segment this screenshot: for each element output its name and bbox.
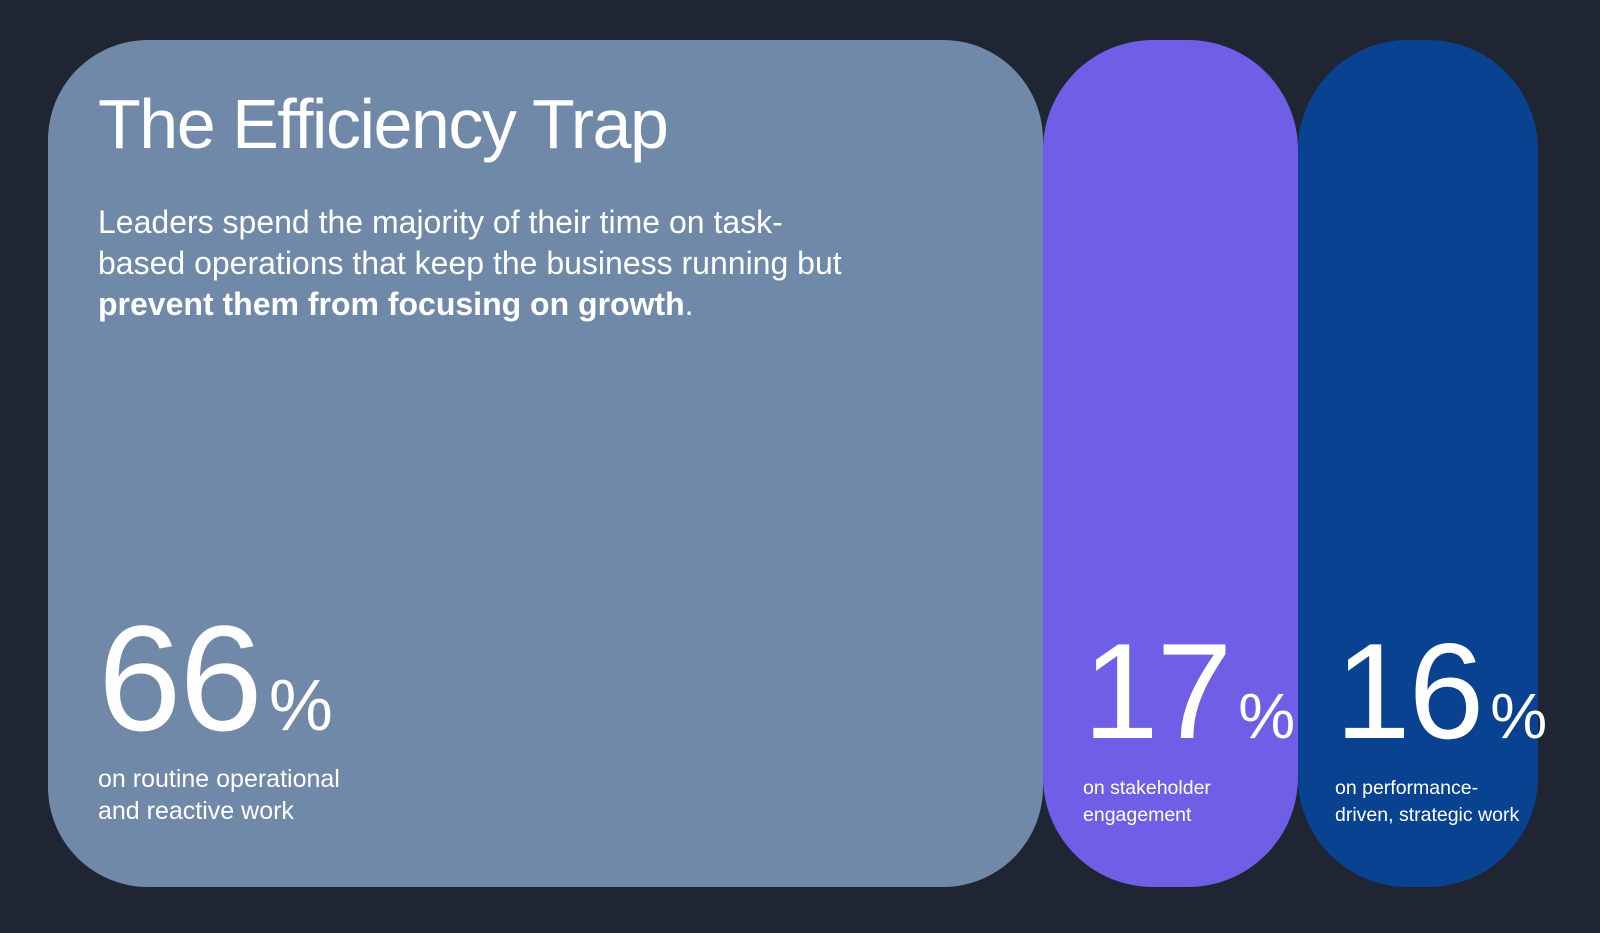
intro-paragraph: Leaders spend the majority of their time… — [98, 202, 918, 325]
percent-sign: % — [268, 666, 333, 746]
stat-label: on performance- driven, strategic work — [1335, 775, 1547, 829]
card-stakeholder-engagement: 17 % on stakeholder engagement — [1043, 40, 1298, 887]
stat-value-16: 16 % — [1335, 615, 1548, 767]
intro-line-1: Leaders spend the majority of their time… — [98, 203, 783, 240]
stat-number-text: 17 — [1083, 615, 1232, 767]
stat-label-line-1: on routine operational — [98, 765, 340, 793]
stat-label: on routine operational and reactive work — [98, 763, 340, 827]
stat-value-66: 66 % — [98, 594, 340, 762]
stat-label-line-2: and reactive work — [98, 797, 294, 825]
stat-label-line-1: on performance- — [1335, 777, 1479, 799]
stat-number-text: 16 — [1335, 615, 1484, 767]
card-routine-operational: The Efficiency Trap Leaders spend the ma… — [48, 40, 1043, 887]
stat-number-text: 66 — [98, 594, 263, 762]
stat-label-line-2: engagement — [1083, 804, 1192, 826]
percent-sign: % — [1490, 680, 1548, 752]
page-title: The Efficiency Trap — [98, 85, 669, 163]
stat-label: on stakeholder engagement — [1083, 775, 1295, 829]
percent-sign: % — [1238, 680, 1296, 752]
stat-label-line-2: driven, strategic work — [1335, 804, 1520, 826]
intro-bold-phrase: prevent them from focusing on growth — [98, 285, 685, 322]
stat-label-line-1: on stakeholder — [1083, 777, 1211, 799]
stat-routine-operational: 66 % on routine operational and reactive… — [98, 594, 340, 827]
stat-stakeholder-engagement: 17 % on stakeholder engagement — [1083, 615, 1296, 829]
stat-value-17: 17 % — [1083, 615, 1296, 767]
card-strategic-work: 16 % on performance- driven, strategic w… — [1298, 40, 1547, 887]
intro-period: . — [684, 285, 694, 322]
intro-line-2: based operations that keep the business … — [98, 244, 842, 281]
stat-strategic-work: 16 % on performance- driven, strategic w… — [1335, 615, 1548, 829]
